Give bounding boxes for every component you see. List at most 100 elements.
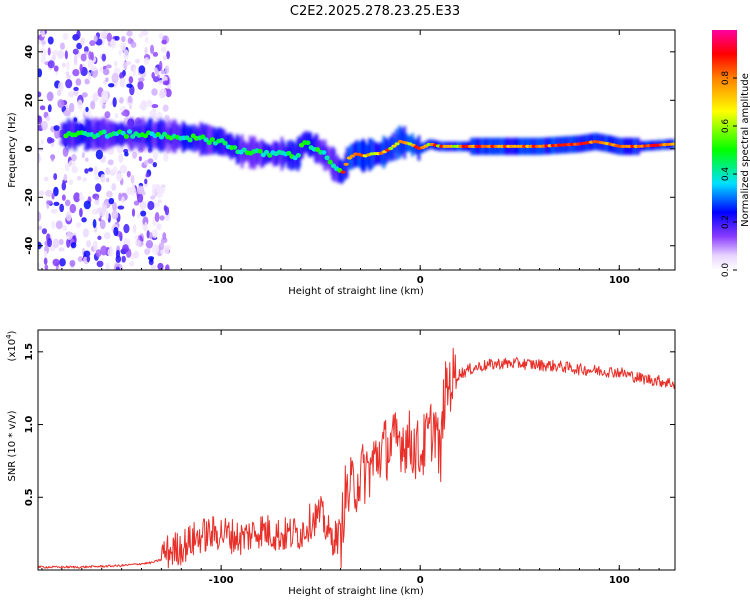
- spectrogram-noise-speck: [43, 257, 48, 266]
- spectrogram-noise-speck: [139, 200, 147, 210]
- spectrogram-band-cell: [126, 124, 129, 145]
- spectrogram-ridge-cell: [241, 147, 247, 153]
- spectrogram-noise-speck: [127, 95, 133, 104]
- spectrogram-noise-speck: [130, 41, 137, 48]
- spectrogram-noise-speck: [46, 200, 53, 205]
- spectrogram-ridge-cell: [206, 140, 212, 146]
- spectrogram-band-cell: [102, 119, 105, 150]
- spectrogram-noise-speck: [53, 125, 60, 131]
- spectrogram-noise-speck: [81, 217, 87, 223]
- spectrogram-noise-speck: [99, 66, 103, 73]
- spectrogram-noise-speck: [114, 112, 119, 119]
- spectrogram-noise-speck: [162, 55, 168, 61]
- spectrogram-noise-speck: [112, 97, 117, 108]
- spectrogram-noise-speck: [151, 88, 158, 96]
- spectrogram-noise-speck: [150, 264, 157, 270]
- spectrogram-noise-speck: [41, 120, 48, 131]
- spectrogram-noise-speck: [51, 192, 55, 200]
- spectrogram-ridge-cell: [126, 129, 133, 134]
- spectrogram-noise-speck: [86, 239, 92, 248]
- spectrogram-noise-speck: [72, 48, 79, 55]
- spectrogram-noise-speck: [41, 40, 46, 45]
- spectrogram-ridge-cell: [340, 170, 346, 174]
- colorbar-label: Normalized spectral amplitude: [740, 73, 750, 227]
- spectrogram-noise-speck: [141, 30, 149, 36]
- spectrogram-noise-speck: [115, 266, 120, 270]
- spectrogram-noise-speck: [123, 49, 129, 60]
- spectrogram-noise-speck: [59, 203, 65, 213]
- spectrogram-noise-speck: [155, 185, 161, 193]
- spectrogram-noise-speck: [157, 262, 164, 270]
- spectrogram-noise-speck: [43, 176, 49, 182]
- spectrogram-noise-speck: [167, 84, 171, 90]
- spectrogram-noise-speck: [151, 229, 158, 239]
- spectrogram-marks: [38, 30, 675, 270]
- spectrogram-noise-speck: [105, 167, 111, 176]
- spectrogram-noise-speck: [53, 173, 58, 180]
- spectrogram-noise-speck: [152, 76, 160, 83]
- spectrogram-noise-speck: [154, 211, 160, 223]
- spectrogram-noise-speck: [146, 100, 153, 108]
- spectrogram-noise-speck: [160, 237, 165, 245]
- spectrogram-noise-speck: [46, 91, 54, 102]
- spectrogram-noise-speck: [92, 92, 99, 103]
- spectrogram-noise-speck: [80, 37, 85, 46]
- spectrogram-noise-speck: [119, 164, 128, 174]
- spectrogram-noise-speck: [132, 224, 137, 234]
- spectrogram-noise-speck: [138, 156, 142, 162]
- spectrogram-noise-speck: [104, 111, 111, 119]
- spectrogram-noise-speck: [160, 69, 166, 75]
- colorbar-tick-label: 0.0: [721, 263, 731, 278]
- spectrogram-noise-speck: [150, 195, 156, 200]
- spectrogram-noise-speck: [69, 259, 76, 267]
- spectrogram-noise-speck: [51, 50, 59, 56]
- spectrogram-ridge-cell: [327, 159, 333, 165]
- spectrogram-noise-speck: [50, 209, 58, 214]
- spectrogram-noise-speck: [98, 217, 102, 222]
- spectrogram-noise-speck: [97, 235, 102, 241]
- spectrogram-noise-speck: [101, 53, 107, 62]
- spectrogram-noise-speck: [137, 80, 144, 90]
- spectrogram-ridge-cell: [295, 152, 301, 158]
- spectrogram-noise-speck: [107, 248, 114, 257]
- spectrogram-noise-speck: [68, 179, 74, 186]
- spectrogram-noise-speck: [123, 223, 130, 234]
- spectrogram-band-cell: [342, 159, 346, 181]
- spectrogram-noise-speck: [58, 140, 62, 146]
- spectrogram-noise-speck: [96, 260, 104, 268]
- spectrogram-noise-speck: [92, 240, 98, 251]
- spectrogram-noise-speck: [55, 220, 63, 230]
- spectrogram-noise-speck: [105, 64, 112, 69]
- spectrogram-noise-speck: [121, 111, 128, 116]
- spectrogram-noise-speck: [166, 50, 170, 60]
- spectrogram-noise-speck: [119, 77, 126, 88]
- spectrogram-panel: -100 0 100 -40 -20 0 20 40 Height of straight …: [7, 29, 676, 297]
- spectrogram-noise-speck: [62, 146, 69, 157]
- spectrogram-band-cell: [129, 117, 132, 151]
- spectrogram-noise-speck: [160, 47, 167, 53]
- spectrogram-noise-speck: [76, 175, 82, 181]
- spectrogram-noise-speck: [57, 99, 65, 109]
- spectrogram-noise-speck: [90, 100, 96, 110]
- spectrogram-noise-speck: [149, 44, 155, 54]
- y-tick-label: 0: [24, 145, 35, 152]
- spectrogram-noise-speck: [115, 255, 122, 263]
- spectrogram-noise-speck: [93, 199, 101, 206]
- spectrogram-ridge-cell: [305, 140, 311, 146]
- spectrogram-noise-speck: [95, 249, 102, 258]
- spectrogram-noise-speck: [159, 215, 165, 221]
- spectrogram-noise-speck: [147, 200, 155, 211]
- spectrogram-noise-speck: [66, 60, 70, 71]
- spectrogram-frame: [37, 29, 676, 271]
- spectrogram-noise-speck: [136, 193, 144, 203]
- spectrogram-noise-speck: [158, 32, 164, 40]
- spectrogram-noise-speck: [59, 258, 66, 267]
- spectrogram-ridge-cell: [388, 146, 394, 151]
- spectrogram-noise-speck: [126, 83, 133, 88]
- spectrogram-ridge-cell: [130, 134, 136, 139]
- spectrogram-noise-speck: [82, 177, 87, 183]
- spectrogram-noise-speck: [121, 255, 126, 263]
- spectrogram-noise-speck: [75, 78, 82, 86]
- spectrogram-noise-speck: [129, 260, 135, 267]
